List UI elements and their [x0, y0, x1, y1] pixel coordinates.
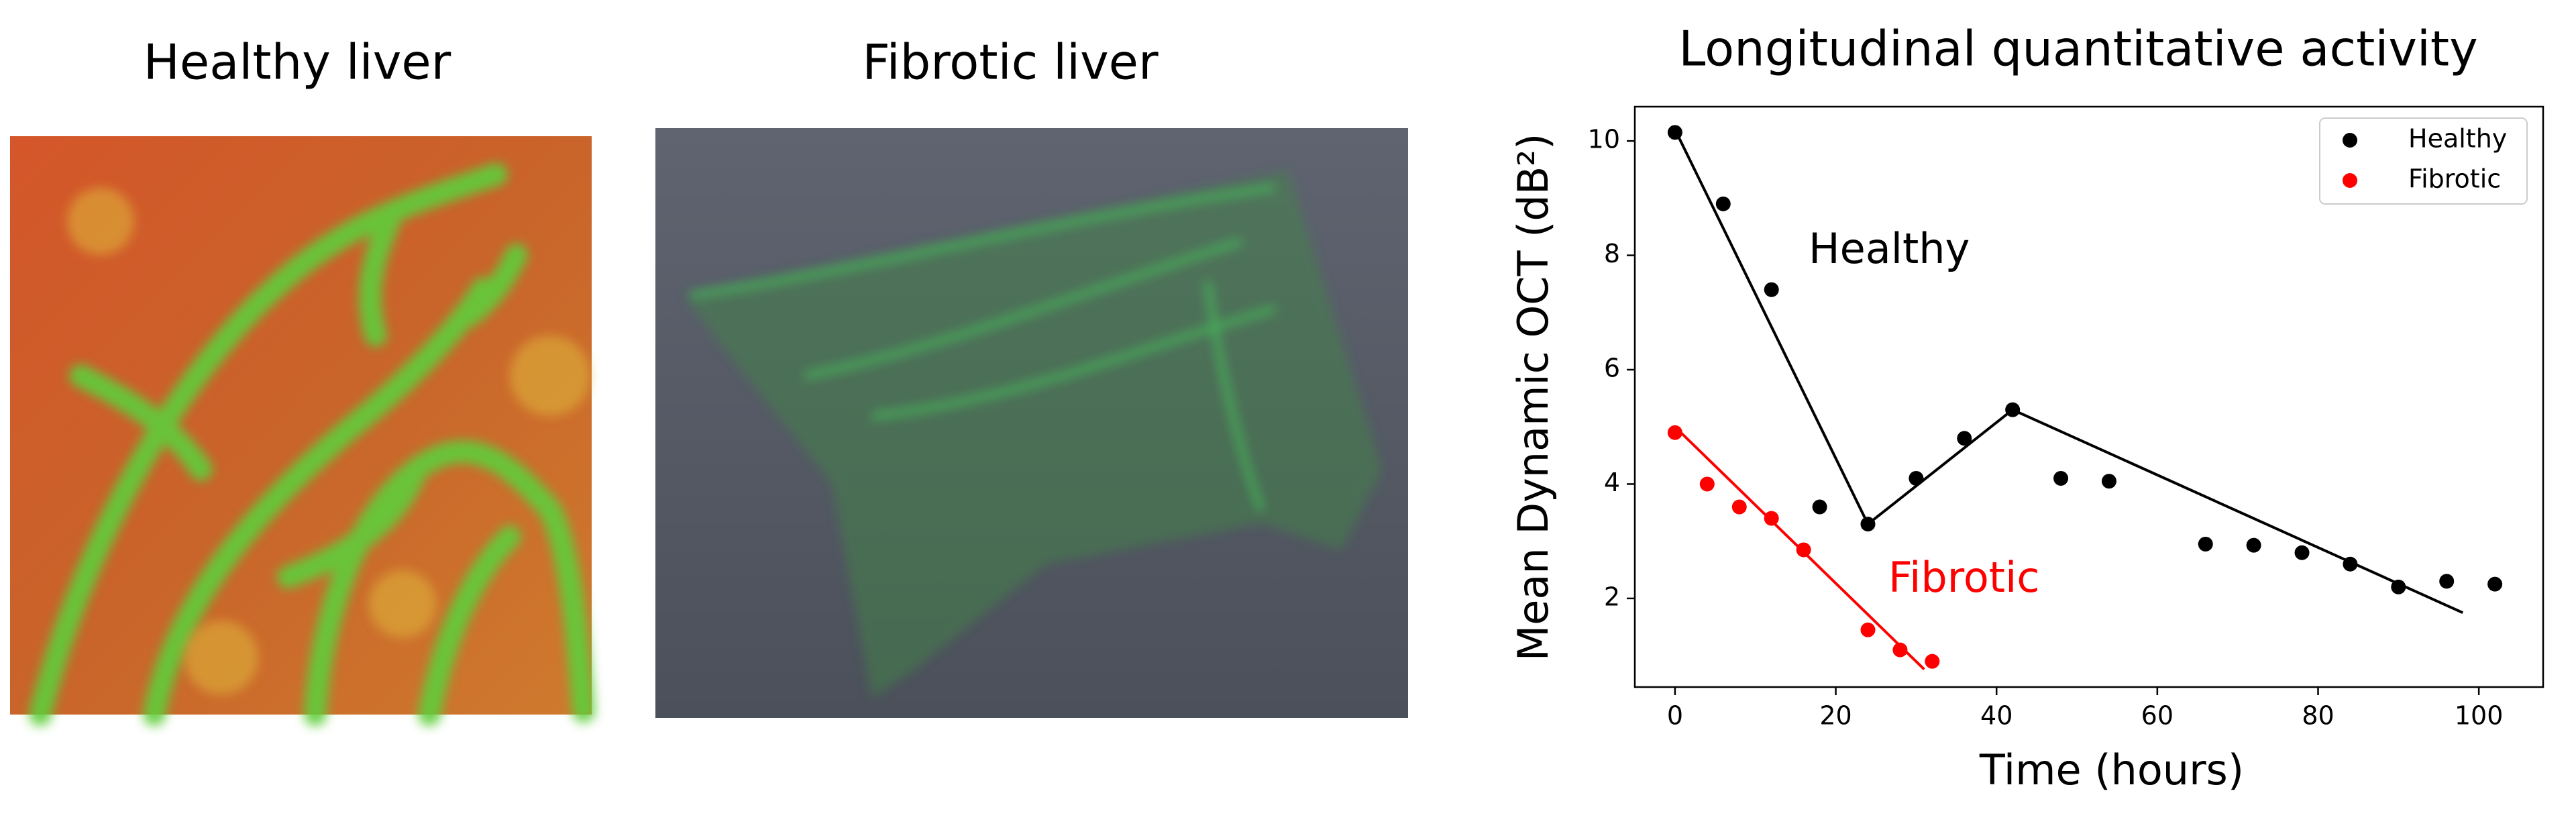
legend-marker: [2343, 173, 2357, 188]
y-tick-label: 2: [1604, 582, 1620, 611]
plot-frame: [1633, 105, 2544, 688]
data-point: [1925, 654, 1940, 669]
data-point: [1764, 511, 1779, 526]
data-point: [1909, 470, 1924, 486]
x-tick-label: 60: [2141, 701, 2174, 731]
y-tick-label: 4: [1604, 468, 1620, 497]
annotation: Healthy: [1809, 224, 1970, 273]
data-point: [2294, 545, 2310, 560]
panel-title: Fibrotic liver: [862, 34, 1159, 91]
data-point: [2198, 536, 2213, 552]
x-tick-label: 80: [2302, 701, 2334, 731]
x-axis-label: Time (hours): [1979, 745, 2244, 794]
legend-label: Healthy: [2408, 124, 2507, 154]
legend-box: [2319, 117, 2528, 205]
y-axis-label: Mean Dynamic OCT (dB²): [1509, 134, 1558, 662]
data-point: [2005, 402, 2021, 417]
x-tick-label: 100: [2455, 701, 2504, 731]
y-tick-label: 8: [1604, 239, 1620, 268]
data-point: [1764, 282, 1779, 297]
data-point: [2439, 574, 2455, 589]
data-point: [2343, 556, 2358, 572]
legend-marker: [2343, 133, 2357, 148]
data-point: [1667, 425, 1682, 440]
data-point: [1796, 542, 1811, 558]
x-tick-label: 40: [1980, 701, 2012, 731]
data-point: [1957, 431, 1972, 446]
data-point: [2391, 579, 2406, 594]
y-tick-label: 6: [1604, 354, 1620, 383]
x-tick-label: 20: [1819, 701, 1851, 731]
fit-line: [1674, 129, 2464, 615]
data-point: [1731, 499, 1747, 515]
healthy-image: [10, 136, 595, 726]
data-point: [2101, 474, 2116, 489]
panel-title: Healthy liver: [144, 34, 451, 91]
data-point: [1860, 517, 1876, 532]
data-point: [1715, 196, 1731, 211]
chart-title: Longitudinal quantitative activity: [1678, 21, 2478, 77]
data-point: [1860, 622, 1876, 637]
data-point: [2487, 576, 2503, 592]
data-point: [1699, 476, 1715, 492]
data-point: [1812, 499, 1827, 515]
legend-label: Fibrotic: [2408, 164, 2501, 194]
data-point: [1667, 125, 1682, 140]
y-tick-label: 10: [1588, 125, 1620, 154]
x-tick-label: 0: [1667, 701, 1683, 731]
data-point: [2246, 537, 2261, 553]
fibrotic-image: [655, 128, 1408, 718]
annotation: Fibrotic: [1888, 553, 2039, 602]
data-point: [1892, 642, 1908, 658]
data-point: [2053, 470, 2069, 486]
